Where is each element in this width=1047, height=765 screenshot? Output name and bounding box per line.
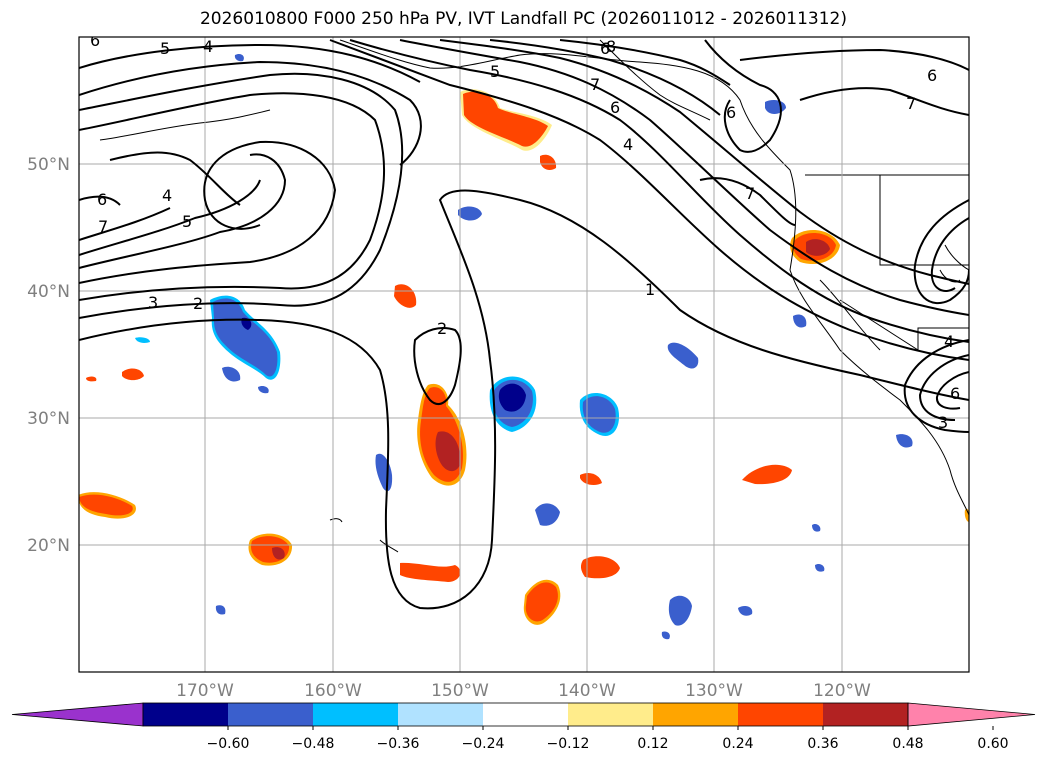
coastlines xyxy=(99,39,969,553)
colorbar-tick-label: 0.60 xyxy=(977,736,1008,752)
colorbar-outline xyxy=(142,702,909,727)
colorbar-tick-label: −0.48 xyxy=(292,736,335,752)
lon-label: 130°W xyxy=(685,681,743,701)
plot-frame xyxy=(78,36,970,673)
colorbar-swatch xyxy=(313,703,398,726)
contour-label: 1 xyxy=(645,280,655,299)
gridlines xyxy=(79,37,969,672)
colorbar-tick-label: 0.48 xyxy=(892,736,923,752)
contour-label: 4 xyxy=(944,332,954,351)
colorbar-swatch xyxy=(568,703,653,726)
contour-label: 4 xyxy=(623,135,633,154)
contour-label: 6 xyxy=(950,384,960,403)
colorbar-extend-low xyxy=(11,702,144,727)
contour-label: 3 xyxy=(938,413,948,432)
colorbar: −0.60 −0.48 −0.36 −0.24 −0.12 0.12 0.24 0.36 0.4… xyxy=(11,702,1036,752)
colorbar-extend-high xyxy=(907,702,1036,727)
colorbar-tick-label: 0.24 xyxy=(722,736,753,752)
contour-label: 2 xyxy=(437,319,447,338)
contour-label: 7 xyxy=(906,94,916,113)
lon-label: 170°W xyxy=(176,681,234,701)
contour-label: 4 xyxy=(203,37,213,56)
colorbar-tick-label: 0.36 xyxy=(807,736,838,752)
lon-label: 120°W xyxy=(813,681,871,701)
lat-label: 20°N xyxy=(27,536,70,556)
contour-label: 5 xyxy=(182,212,192,231)
latitude-labels: 50°N 40°N 30°N 20°N xyxy=(27,155,70,556)
pv-contours xyxy=(79,39,969,610)
colorbar-tick-label: −0.24 xyxy=(462,736,505,752)
lon-label: 160°W xyxy=(304,681,362,701)
contour-label: 6 xyxy=(610,98,620,117)
lat-label: 30°N xyxy=(27,409,70,429)
colorbar-swatch xyxy=(398,703,483,726)
contour-labels: 6 5 4 8 5 7 6 4 6 6 7 7 6 4 5 6 7 3 2 2 … xyxy=(90,31,960,432)
colorbar-tick-label: −0.60 xyxy=(207,736,250,752)
colorbar-swatch xyxy=(143,703,228,726)
map-title: 2026010800 F000 250 hPa PV, IVT Landfall… xyxy=(199,9,847,29)
contour-label: 7 xyxy=(98,217,108,236)
contour-label: 3 xyxy=(148,293,158,312)
contour-label: 2 xyxy=(193,294,203,313)
colorbar-swatch xyxy=(483,703,568,726)
longitude-labels: 170°W 160°W 150°W 140°W 130°W 120°W xyxy=(176,681,871,701)
contour-label: 7 xyxy=(590,75,600,94)
contour-label: 6 xyxy=(97,190,107,209)
colorbar-swatch xyxy=(228,703,313,726)
contour-label: 5 xyxy=(160,39,170,58)
lon-label: 140°W xyxy=(558,681,616,701)
contour-label: 7 xyxy=(745,184,755,203)
colorbar-tick-label: 0.12 xyxy=(637,736,668,752)
lat-label: 40°N xyxy=(27,282,70,302)
lat-label: 50°N xyxy=(27,155,70,175)
contour-label: 6 xyxy=(927,66,937,85)
colorbar-swatch xyxy=(823,703,908,726)
colorbar-tick-label: −0.12 xyxy=(547,736,590,752)
colorbar-tick-label: −0.36 xyxy=(377,736,420,752)
contour-label: 6 xyxy=(90,31,100,50)
contour-label: 6 xyxy=(726,103,736,122)
map-plot-area: 6 5 4 8 5 7 6 4 6 6 7 7 6 4 5 6 7 3 2 2 … xyxy=(79,31,969,672)
contour-label: 4 xyxy=(162,186,172,205)
colorbar-swatch xyxy=(653,703,738,726)
contour-label: 5 xyxy=(490,62,500,81)
colorbar-swatch xyxy=(738,703,823,726)
contour-label: 8 xyxy=(606,37,616,56)
contour-label: 6 xyxy=(600,39,610,58)
lon-label: 150°W xyxy=(431,681,489,701)
